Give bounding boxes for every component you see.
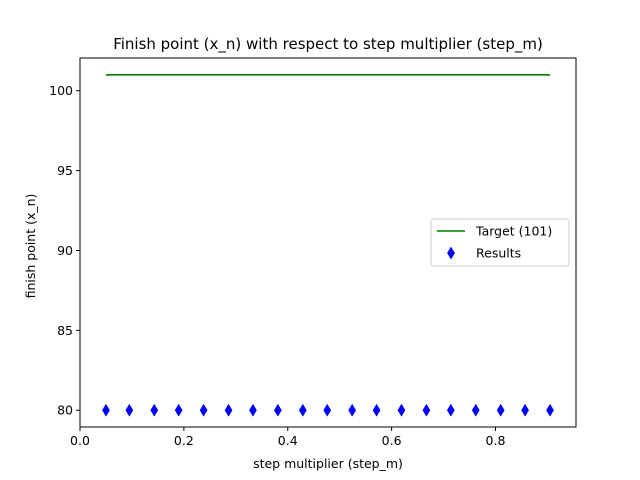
result-point <box>125 403 134 417</box>
legend-label: Target (101) <box>475 224 552 239</box>
result-point <box>102 403 110 417</box>
legend-label: Results <box>476 246 521 261</box>
y-axis-label: finish point (x_n) <box>23 194 38 299</box>
y-tick-label: 90 <box>57 243 73 258</box>
y-tick-label: 100 <box>49 83 73 98</box>
result-point <box>348 403 357 417</box>
result-point <box>150 403 159 417</box>
x-tick-label: 0.2 <box>174 433 194 448</box>
result-point <box>521 403 529 417</box>
chart-title: Finish point (x_n) with respect to step … <box>113 35 543 54</box>
y-tick-label: 85 <box>57 323 73 338</box>
result-point <box>273 403 282 417</box>
x-axis-label: step multiplier (step_m) <box>253 456 403 471</box>
result-point <box>323 403 332 417</box>
x-tick-label: 0.0 <box>70 433 90 448</box>
result-point <box>397 403 406 417</box>
axes-frame <box>79 57 577 428</box>
result-point <box>199 403 208 417</box>
result-point <box>224 403 233 417</box>
legend-box <box>430 218 570 267</box>
plot-area: 0.0 0.2 0.4 0.6 0.8 80 85 90 95 100 <box>49 57 577 448</box>
legend-marker-swatch <box>447 246 455 260</box>
result-point <box>298 403 307 417</box>
result-point <box>422 403 431 417</box>
result-point <box>372 403 381 417</box>
y-tick-label: 80 <box>57 403 73 418</box>
result-point <box>496 403 505 417</box>
result-point <box>174 403 183 417</box>
result-point <box>249 403 257 417</box>
result-point <box>546 403 554 417</box>
x-tick-label: 0.4 <box>278 433 298 448</box>
result-point <box>471 403 480 417</box>
x-tick-label: 0.6 <box>382 433 402 448</box>
y-tick-label: 95 <box>57 163 73 178</box>
legend: Target (101) Results <box>430 218 570 267</box>
result-point <box>446 403 455 417</box>
x-tick-label: 0.8 <box>486 433 506 448</box>
